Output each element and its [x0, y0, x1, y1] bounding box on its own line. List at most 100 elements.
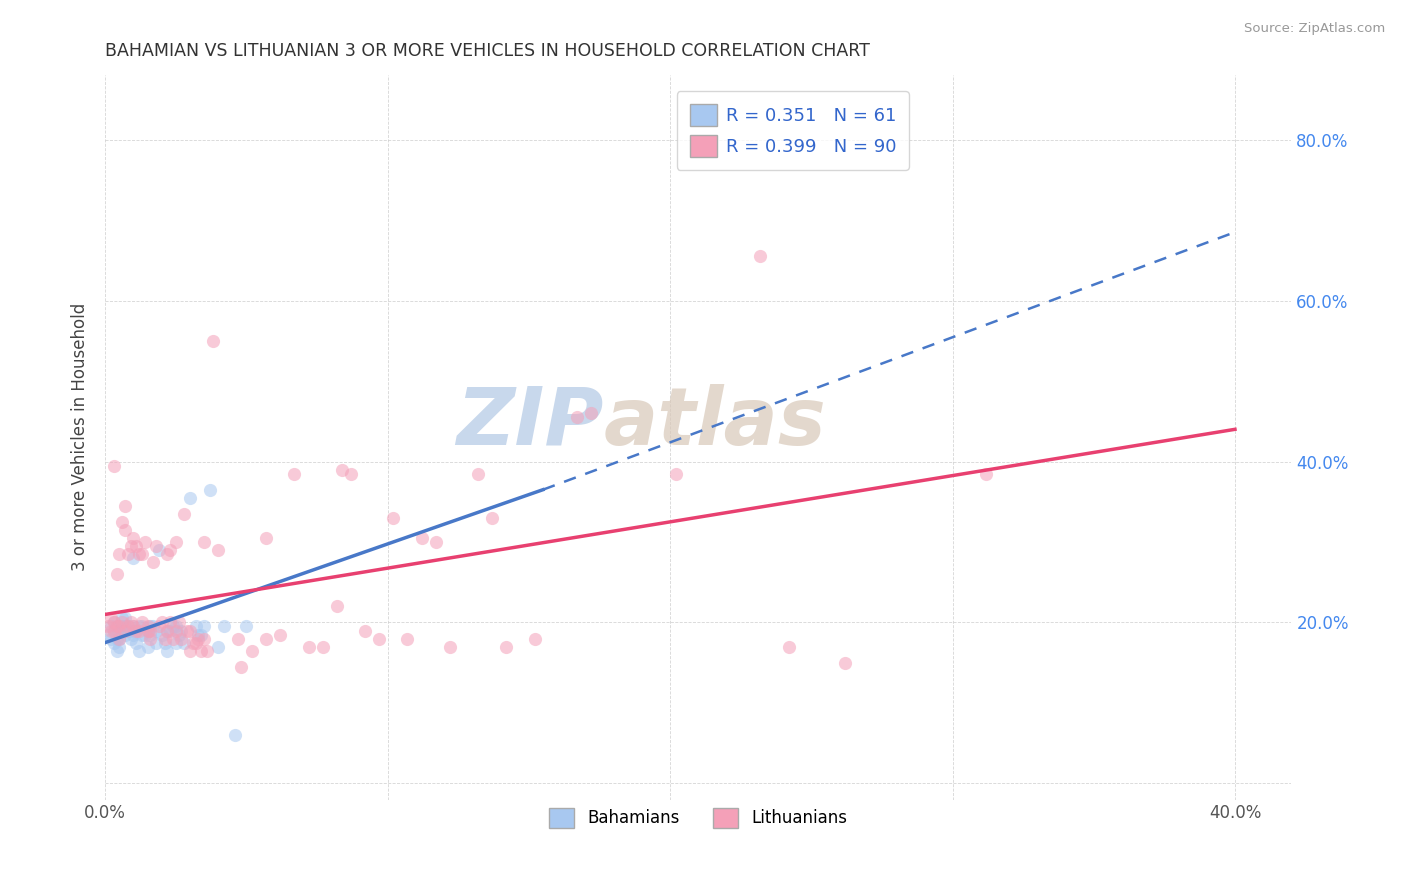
Point: [179, 624, 201, 638]
Point: [193, 632, 215, 646]
Point: [97, 627, 120, 641]
Point: [131, 615, 153, 630]
Point: [145, 624, 167, 638]
Point: [100, 611, 122, 625]
Point: [411, 531, 433, 545]
Point: [176, 624, 198, 638]
Point: [111, 619, 134, 633]
Point: [193, 619, 215, 633]
Point: [139, 627, 162, 641]
Point: [120, 624, 142, 638]
Point: [134, 627, 156, 641]
Legend: Bahamians, Lithuanians: Bahamians, Lithuanians: [543, 801, 855, 835]
Point: [105, 632, 128, 646]
Point: [193, 535, 215, 549]
Point: [139, 619, 162, 633]
Point: [834, 656, 856, 670]
Point: [148, 543, 170, 558]
Point: [100, 619, 122, 633]
Point: [122, 551, 145, 566]
Point: [111, 611, 134, 625]
Point: [122, 627, 145, 641]
Point: [128, 624, 150, 638]
Point: [173, 507, 195, 521]
Point: [105, 619, 128, 633]
Point: [326, 599, 349, 614]
Point: [136, 619, 159, 633]
Point: [254, 632, 277, 646]
Point: [167, 627, 190, 641]
Point: [145, 635, 167, 649]
Point: [103, 624, 125, 638]
Point: [481, 511, 503, 525]
Point: [156, 643, 179, 657]
Point: [665, 467, 688, 481]
Point: [103, 615, 125, 630]
Point: [111, 615, 134, 630]
Point: [100, 624, 122, 638]
Point: [312, 640, 335, 654]
Point: [145, 539, 167, 553]
Point: [229, 659, 252, 673]
Point: [332, 462, 354, 476]
Point: [103, 458, 125, 473]
Point: [125, 624, 148, 638]
Point: [167, 615, 190, 630]
Point: [136, 624, 159, 638]
Point: [179, 491, 201, 505]
Point: [108, 547, 131, 561]
Point: [122, 619, 145, 633]
Point: [125, 539, 148, 553]
Point: [187, 632, 209, 646]
Point: [114, 627, 136, 641]
Point: [100, 632, 122, 646]
Point: [148, 619, 170, 633]
Point: [159, 624, 181, 638]
Point: [142, 619, 165, 633]
Point: [165, 624, 187, 638]
Point: [156, 624, 179, 638]
Point: [749, 249, 772, 263]
Point: [125, 624, 148, 638]
Point: [108, 632, 131, 646]
Point: [150, 615, 173, 630]
Point: [190, 627, 212, 641]
Point: [139, 624, 162, 638]
Point: [103, 615, 125, 630]
Point: [240, 643, 263, 657]
Point: [165, 635, 187, 649]
Point: [235, 619, 257, 633]
Point: [128, 547, 150, 561]
Point: [117, 547, 139, 561]
Point: [156, 624, 179, 638]
Point: [117, 619, 139, 633]
Point: [156, 547, 179, 561]
Point: [254, 531, 277, 545]
Point: [108, 632, 131, 646]
Point: [579, 406, 602, 420]
Point: [120, 615, 142, 630]
Point: [114, 499, 136, 513]
Point: [396, 632, 419, 646]
Point: [105, 643, 128, 657]
Point: [283, 467, 305, 481]
Point: [565, 410, 588, 425]
Point: [212, 619, 235, 633]
Point: [165, 619, 187, 633]
Point: [195, 643, 218, 657]
Point: [207, 543, 229, 558]
Point: [207, 640, 229, 654]
Point: [224, 728, 246, 742]
Point: [111, 624, 134, 638]
Point: [114, 523, 136, 537]
Point: [170, 624, 193, 638]
Text: atlas: atlas: [603, 384, 827, 462]
Text: Source: ZipAtlas.com: Source: ZipAtlas.com: [1244, 22, 1385, 36]
Point: [297, 640, 319, 654]
Point: [128, 619, 150, 633]
Point: [128, 643, 150, 657]
Point: [136, 624, 159, 638]
Point: [153, 632, 176, 646]
Point: [179, 643, 201, 657]
Point: [142, 555, 165, 569]
